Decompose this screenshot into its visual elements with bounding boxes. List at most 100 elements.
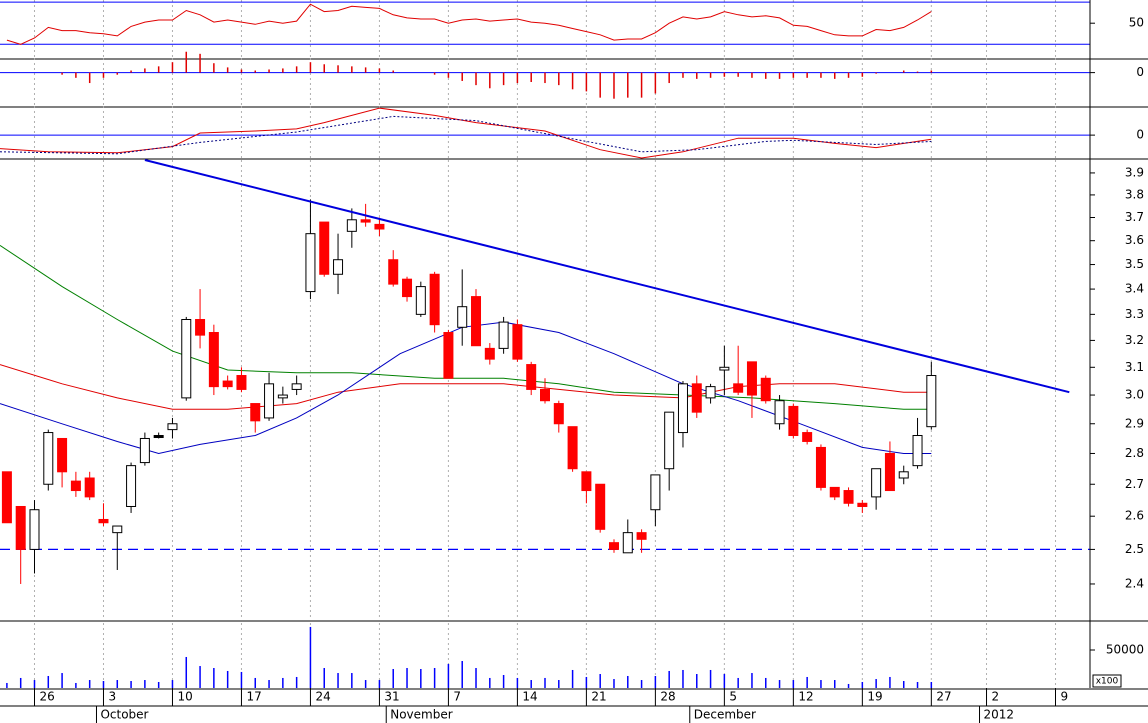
bar — [902, 681, 905, 688]
y-tick-label: 2.4 — [1125, 576, 1144, 590]
candle-body — [498, 321, 509, 349]
y-tick-label: 50000 — [1106, 642, 1144, 656]
bar — [116, 680, 119, 688]
x-tick-label: 31 — [384, 690, 399, 704]
bar — [806, 676, 808, 688]
y-tick-label: 50 — [1129, 16, 1144, 30]
bar — [875, 72, 877, 74]
candle-body — [277, 394, 288, 399]
bar — [199, 666, 201, 688]
bar — [778, 72, 781, 79]
candle-body — [553, 403, 564, 425]
bar — [654, 675, 657, 688]
bar — [847, 683, 850, 688]
bar — [544, 677, 546, 688]
bar — [751, 72, 753, 78]
bar — [6, 682, 8, 688]
x-tick-label: 12 — [798, 690, 813, 704]
candle-body — [15, 505, 26, 550]
x-tick-label: 24 — [315, 690, 330, 704]
x-tick-label: 19 — [867, 690, 882, 704]
y-tick-label: 3.0 — [1125, 388, 1144, 402]
bar — [323, 64, 325, 73]
candle-body — [595, 483, 606, 530]
x-tick-label: 17 — [246, 690, 261, 704]
bar — [820, 72, 822, 78]
y-tick-label: 2.8 — [1125, 446, 1144, 460]
bar — [889, 676, 891, 688]
x-tick-label: 7 — [453, 690, 461, 704]
unit-label-box — [1092, 674, 1122, 688]
bar — [268, 69, 270, 73]
bar — [337, 673, 339, 688]
candle-body — [802, 432, 813, 442]
bar — [709, 72, 712, 78]
bar — [47, 675, 50, 688]
bar — [447, 663, 450, 688]
x-tick-label: 21 — [591, 690, 606, 704]
bar — [723, 674, 726, 688]
bar — [765, 677, 767, 688]
trend-line — [144, 159, 1070, 394]
candle-body — [250, 403, 261, 422]
bar — [88, 72, 91, 84]
bar — [282, 68, 284, 73]
bar — [668, 72, 670, 84]
candle-body — [926, 375, 937, 428]
bar — [337, 65, 339, 73]
bar — [902, 70, 905, 73]
candle-body — [871, 468, 882, 498]
bar — [102, 681, 105, 688]
bar — [696, 674, 698, 688]
candle-body — [374, 223, 385, 230]
bar — [847, 72, 850, 78]
bar — [226, 67, 229, 73]
candle-body — [650, 474, 661, 511]
bar — [364, 680, 367, 688]
bar — [351, 673, 353, 688]
bar — [171, 680, 174, 688]
bar — [599, 72, 601, 98]
candle-body — [540, 388, 550, 402]
bar — [171, 62, 174, 73]
candle-body — [664, 411, 675, 470]
bar — [75, 682, 77, 688]
candle-body — [139, 437, 150, 464]
y-tick-label: 3.8 — [1125, 187, 1144, 201]
candle-body — [471, 296, 482, 347]
bar — [654, 72, 657, 94]
bar — [930, 70, 933, 73]
bar — [571, 72, 574, 90]
bar — [475, 668, 477, 688]
bar — [489, 72, 491, 89]
bar — [378, 68, 381, 73]
candle-body — [898, 471, 909, 479]
y-tick-label: 3.7 — [1125, 210, 1144, 224]
candle-body — [829, 486, 840, 498]
candle-body — [402, 278, 413, 298]
month-label: October — [100, 708, 148, 722]
bar — [254, 70, 257, 73]
moving-average — [0, 364, 932, 410]
bar — [102, 72, 105, 78]
month-label: November — [390, 708, 452, 722]
y-tick-label: 3.5 — [1125, 257, 1144, 271]
y-tick-label: 3.4 — [1125, 282, 1144, 296]
candle-body — [181, 319, 192, 399]
y-tick-label: 3.1 — [1125, 360, 1144, 374]
bar — [226, 670, 229, 688]
bar — [751, 673, 753, 688]
bar — [640, 72, 643, 98]
bar — [461, 661, 463, 688]
candle-body — [567, 426, 578, 470]
y-tick-label: 2.7 — [1125, 477, 1144, 491]
bar — [875, 679, 877, 688]
bar — [33, 680, 36, 688]
bar — [489, 677, 491, 688]
candle-body — [346, 219, 357, 232]
bar — [682, 72, 684, 78]
bar — [516, 677, 519, 688]
bar — [558, 72, 560, 86]
bar — [323, 668, 325, 688]
